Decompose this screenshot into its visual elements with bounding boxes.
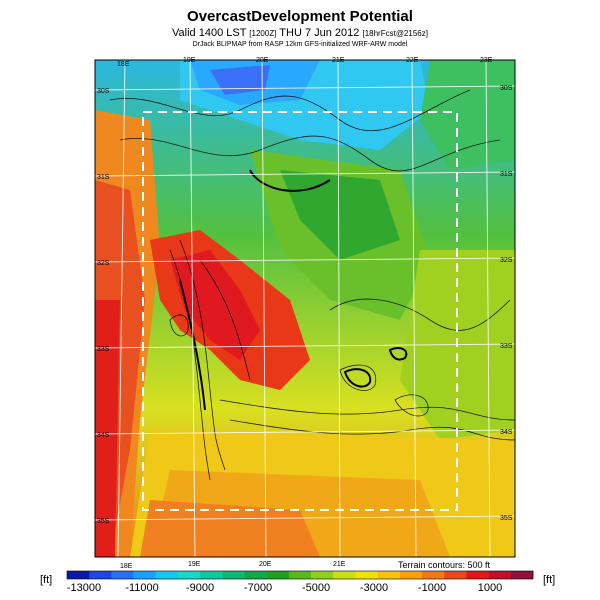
colorbar-swatch: [466, 571, 489, 579]
lon-label-top: 20E: [256, 57, 269, 64]
lat-label-left: 33S: [97, 346, 110, 353]
colorbar-swatch: [266, 571, 290, 579]
thick-contours: [179, 169, 408, 411]
valid-date: THU 7 Jun 2012: [279, 27, 360, 39]
lat-label-left: 34S: [97, 432, 110, 439]
colorbar-swatch: [89, 571, 112, 579]
colorbar-swatch: [311, 571, 334, 579]
colorbar-swatch: [200, 571, 223, 579]
lat-label-left: 35S: [97, 518, 110, 525]
valid-time-code: [1200Z]: [249, 29, 277, 38]
lat-label-left: 31S: [97, 174, 110, 181]
colorbar-swatch: [133, 571, 157, 579]
lat-label-right: 32S: [500, 257, 513, 264]
colorbar-swatch: [422, 571, 445, 579]
lat-lon-grid: [95, 60, 515, 557]
lat-label-right: 34S: [500, 429, 513, 436]
colorbar-swatch: [488, 571, 512, 579]
colorbar-swatch: [67, 571, 90, 579]
lon-label-top: 19E: [183, 57, 196, 64]
map-title: OvercastDevelopment Potential: [187, 8, 413, 25]
valid-time: Valid 1400 LST: [172, 27, 247, 39]
unit-label-left: [ft]: [40, 574, 53, 586]
lon-label-top: 22E: [406, 57, 419, 64]
colorbar-swatch: [177, 571, 201, 579]
lat-label-left: 30S: [97, 88, 110, 95]
colorbar-swatch: [377, 571, 401, 579]
colorbar-swatch: [222, 571, 245, 579]
lat-label-right: 33S: [500, 343, 513, 350]
lon-label-top: 23E: [480, 57, 493, 64]
colorbar-swatch: [399, 571, 423, 579]
colorbar-swatch: [155, 571, 179, 579]
colorbar-tick-label: -3000: [360, 582, 388, 594]
lon-label-top: 21E: [332, 57, 345, 64]
lon-label-bottom: 18E: [120, 563, 133, 570]
map-subtitle: Valid 1400 LST [1200Z] THU 7 Jun 2012 [1…: [0, 27, 600, 39]
lon-label-bottom: 21E: [333, 561, 346, 568]
colorbar-swatch: [444, 571, 467, 579]
colorbar-outline: [66, 570, 534, 580]
colorbar-tick-label: -9000: [186, 582, 214, 594]
terrain-note: Terrain contours: 500 ft: [398, 560, 491, 570]
model-description: DrJack BLIPMAP from RASP 12km GFS-initia…: [192, 41, 408, 48]
lat-label-right: 31S: [500, 171, 513, 178]
colorbar-tick-label: -5000: [302, 582, 330, 594]
lat-label-right: 35S: [500, 515, 513, 522]
forecast-meta: [18hrFcst@2156z]: [362, 29, 428, 38]
colorbar-tick-label: -7000: [244, 582, 272, 594]
lon-label-bottom: 19E: [188, 561, 201, 568]
colorbar: [66, 570, 534, 580]
unit-label-right: [ft]: [543, 574, 556, 586]
colorbar-tick-label: -11000: [125, 582, 158, 594]
colorbar-swatch: [288, 571, 312, 579]
colorbar-tick-label: -13000: [67, 582, 101, 594]
colorbar-tick-label: 1000: [478, 582, 502, 594]
colorbar-tick-labels: -13000 -11000 -9000 -7000 -5000 -3000 -1000 100…: [67, 582, 502, 594]
inner-domain-box: [142, 111, 458, 511]
field-colors: [95, 60, 515, 557]
colorbar-swatch: [355, 571, 378, 579]
colorbar-swatch: [510, 571, 534, 579]
lat-label-right: 30S: [500, 85, 513, 92]
lon-label-bottom: 20E: [259, 561, 272, 568]
colorbar-tick-label: -1000: [418, 582, 446, 594]
lat-label-left: 32S: [97, 260, 110, 267]
colorbar-swatch: [111, 571, 134, 579]
colorbar-swatch: [333, 571, 356, 579]
lon-label-top: 18E: [117, 61, 130, 68]
colorbar-swatch: [244, 571, 268, 579]
